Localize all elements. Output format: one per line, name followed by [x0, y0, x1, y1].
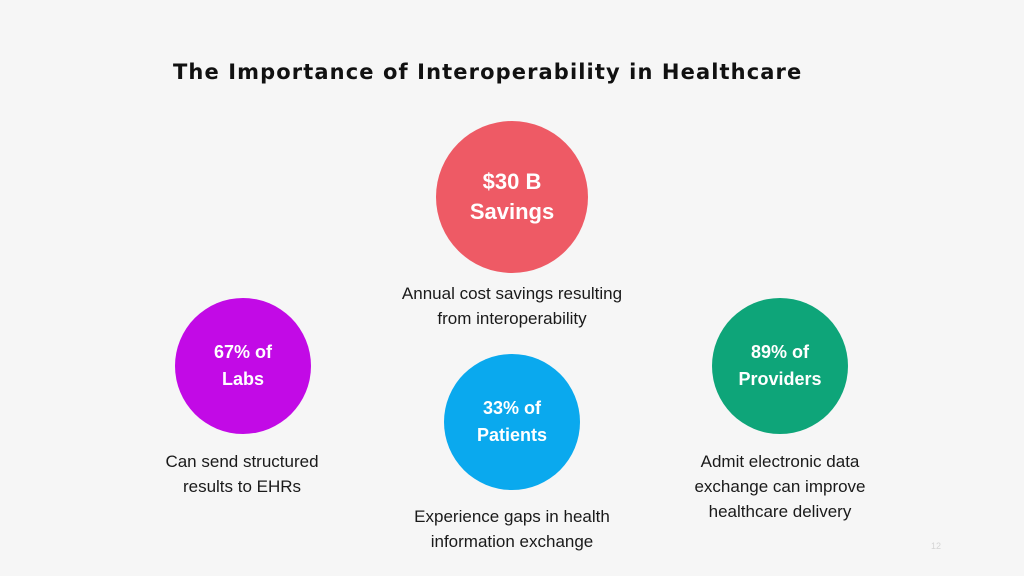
providers-description-line-2: exchange can improve — [694, 477, 866, 496]
patients-stat-label: Patients — [476, 425, 548, 445]
slide-page-number: 12 — [931, 541, 942, 551]
patients-description-line-2: information exchange — [430, 532, 594, 551]
patients-description-line-1: Experience gaps in health — [414, 507, 610, 526]
providers-stat-value: 89% of — [750, 342, 810, 362]
slide-title: The Importance of Interoperability in He… — [173, 60, 803, 84]
providers-stat-circle: 89% of Providers — [712, 298, 848, 434]
labs-description-line-2: results to EHRs — [182, 477, 302, 496]
labs-stat-value: 67% of — [213, 342, 273, 362]
patients-stat-value: 33% of — [482, 398, 542, 418]
patients-description: Experience gaps in health information ex… — [372, 504, 652, 554]
savings-stat-label: Savings — [469, 199, 555, 224]
savings-stat-value: $30 B — [482, 169, 542, 194]
labs-stat-circle: 67% of Labs — [175, 298, 311, 434]
labs-description-line-1: Can send structured — [165, 452, 319, 471]
labs-description: Can send structured results to EHRs — [112, 449, 372, 499]
patients-stat-circle: 33% of Patients — [444, 354, 580, 490]
providers-stat-label: Providers — [738, 369, 822, 389]
savings-description-line-2: from interoperability — [437, 309, 587, 328]
providers-description-line-1: Admit electronic data — [700, 452, 860, 471]
labs-stat-label: Labs — [221, 369, 264, 389]
savings-description: Annual cost savings resulting from inter… — [362, 281, 662, 331]
savings-stat-circle: $30 B Savings — [436, 121, 588, 273]
providers-description: Admit electronic data exchange can impro… — [650, 449, 910, 524]
savings-description-line-1: Annual cost savings resulting — [401, 284, 623, 303]
providers-description-line-3: healthcare delivery — [708, 502, 852, 521]
